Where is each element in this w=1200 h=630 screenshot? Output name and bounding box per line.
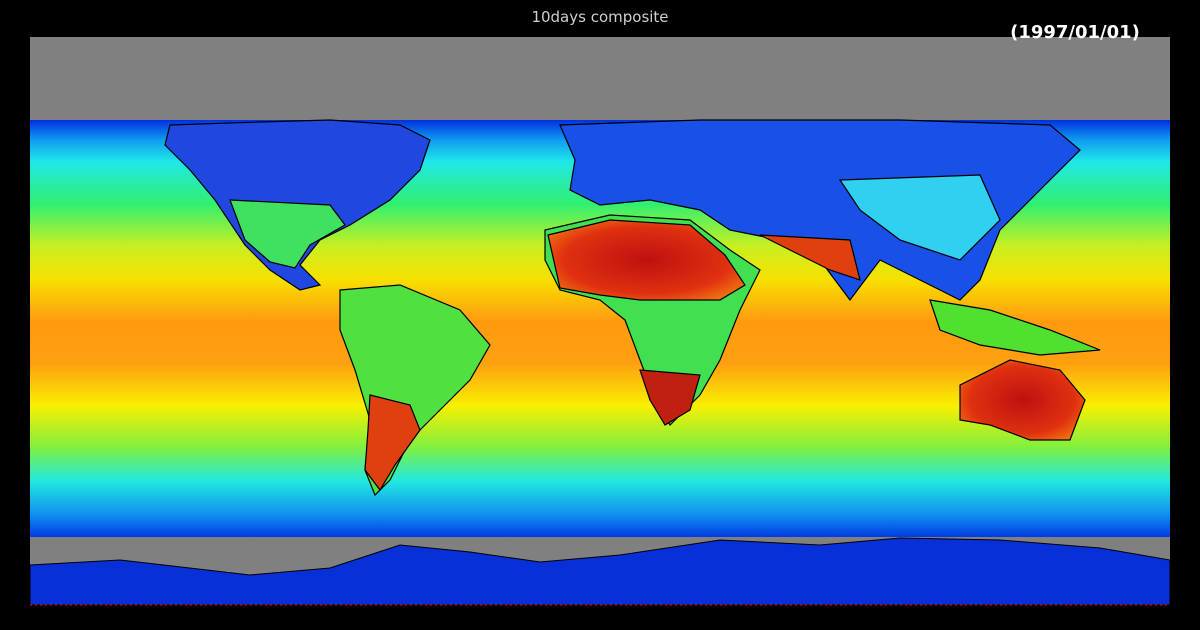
north-america-south [229,199,346,269]
asia-interior [838,174,1001,261]
sahara [547,219,746,301]
land-masses [164,119,1101,497]
date-label: (1997/01/01) [1010,22,1140,43]
arabia-india [759,234,861,281]
kalahari [639,369,701,426]
australia [959,359,1086,441]
indonesia [929,299,1101,356]
north-no-data [30,37,1170,121]
patagonia [364,394,421,492]
antarctica [29,537,1171,606]
title: 10days composite [531,8,668,26]
